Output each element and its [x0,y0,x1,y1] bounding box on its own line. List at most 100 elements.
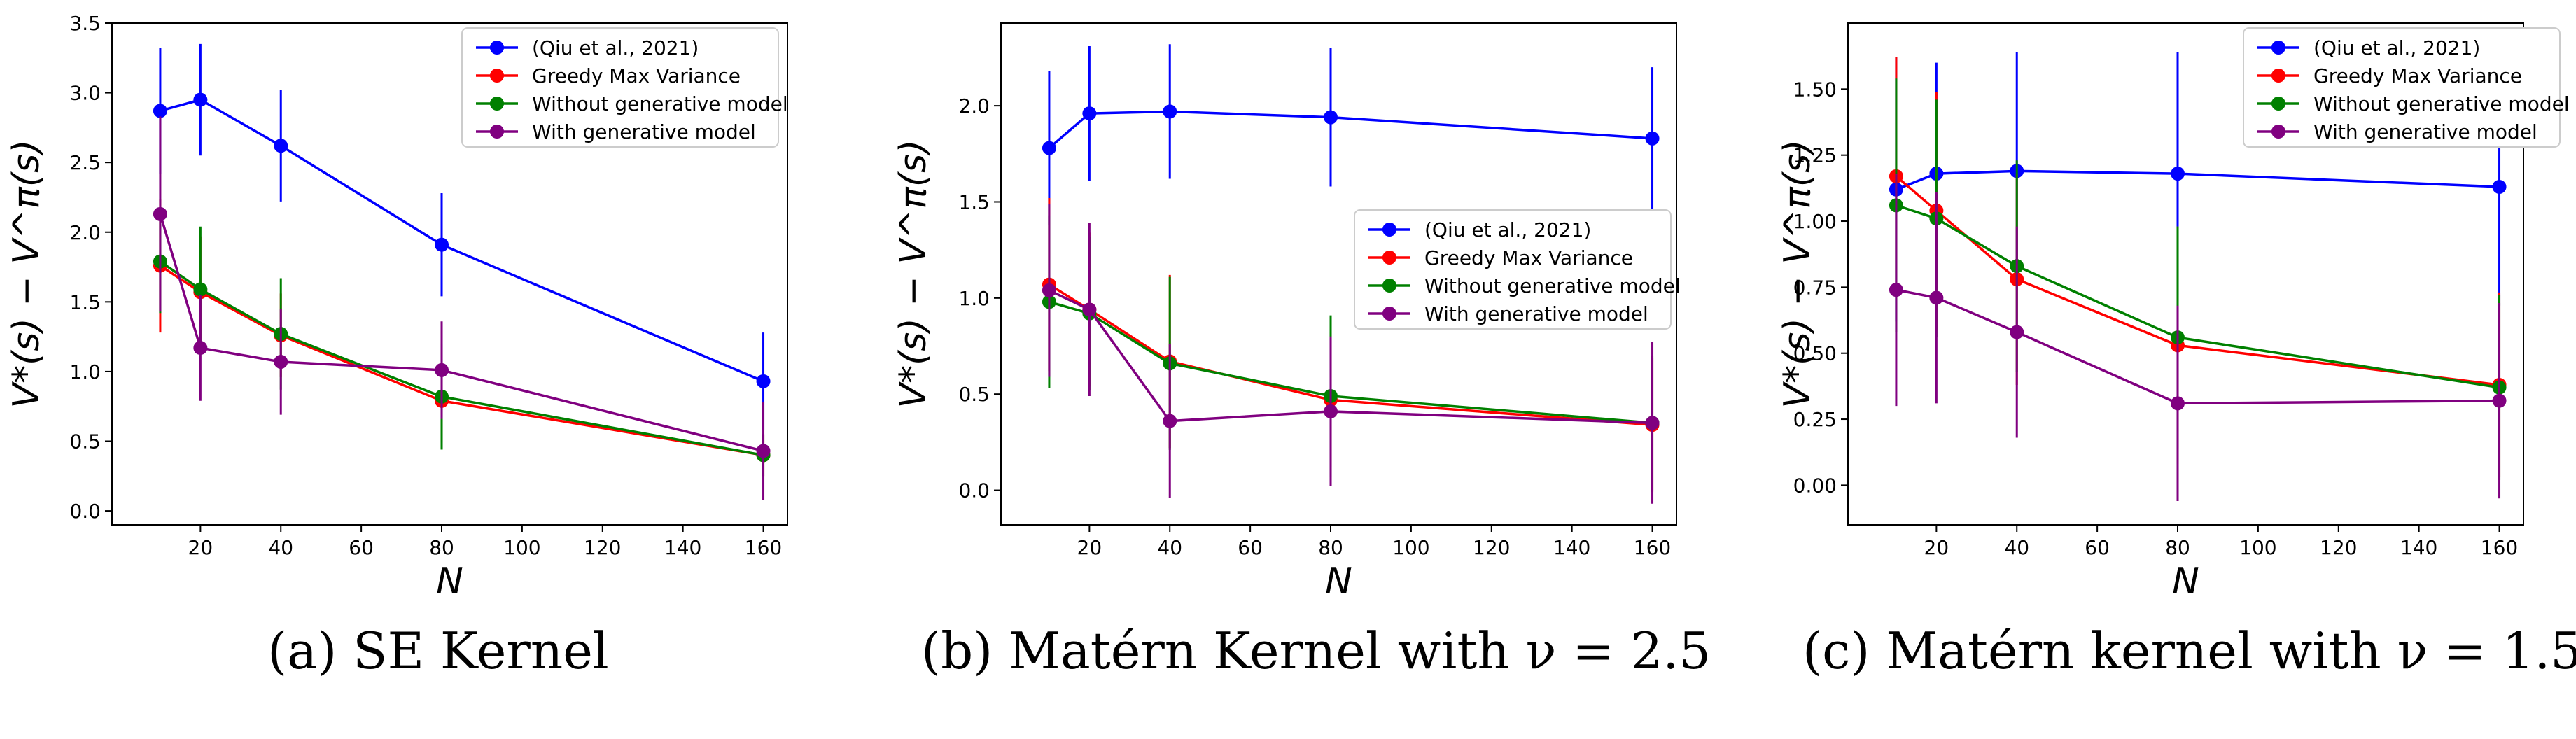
y-tick-label: 0.0 [958,479,990,502]
x-tick-label: 80 [429,536,454,559]
y-tick-label: 0.5 [69,430,101,453]
x-tick-label: 40 [268,536,293,559]
legend-swatch-marker [2272,69,2286,83]
y-tick-label: 0.00 [1793,474,1837,497]
series-with-gen [1042,204,1660,504]
x-tick-label: 40 [1157,536,1182,559]
y-tick-label: 3.5 [69,12,101,35]
data-point [2010,325,2024,339]
legend-swatch-marker [1382,251,1396,265]
data-point [153,206,167,221]
legend-swatch-marker [490,125,504,139]
data-point [2492,393,2507,408]
x-tick-label: 80 [2165,536,2190,559]
y-axis-label: V*(s) − V^π(s) [6,140,48,409]
legend-swatch-marker [490,97,504,111]
legend-frame [2243,27,2561,148]
y-tick-label: 1.5 [69,290,101,314]
caption-c: (c) Matérn kernel with ν = 1.5 [1802,621,2576,680]
y-tick-label: 2.5 [69,151,101,174]
x-tick-label: 60 [1238,536,1263,559]
legend-label: (Qiu et al., 2021) [1424,218,1591,241]
plot-frame [111,22,788,526]
x-tick-label: 20 [1077,536,1102,559]
series-with-gen [153,116,771,500]
data-point [1889,283,1903,297]
data-point [1324,110,1338,125]
x-axis-label: N [2172,561,2199,603]
x-tick-label: 120 [1473,536,1510,559]
legend-label: With generative model [1424,302,1648,325]
legend-swatch-marker [2272,97,2286,111]
series-with-gen [1889,174,2507,502]
plot-frame [1000,22,1677,526]
legend: (Qiu et al., 2021) Greedy Max Variance Wit… [2243,27,2570,148]
y-tick-label: 2.0 [958,94,990,118]
y-tick-label: 1.5 [958,190,990,213]
legend-swatch-marker [2272,41,2286,55]
x-tick-label: 160 [1634,536,1671,559]
x-axis-label: N [436,561,463,603]
data-point [1929,290,1944,305]
data-point [2492,179,2507,194]
x-tick-label: 120 [584,536,621,559]
y-tick-label: 1.00 [1793,210,1837,233]
y-axis-label: V*(s) − V^π(s) [1777,140,1819,409]
data-point [756,444,771,458]
data-point [1645,416,1660,430]
data-point [1163,104,1177,119]
data-point [435,363,449,377]
x-axis-label: N [1325,561,1352,603]
data-point [1082,106,1097,121]
data-point [274,139,288,153]
data-point [1645,131,1660,146]
y-tick-label: 1.25 [1793,144,1837,167]
x-tick-label: 100 [1392,536,1429,559]
x-tick-label: 20 [188,536,214,559]
legend-swatch-marker [1382,223,1396,237]
data-point [153,104,167,118]
panel-matern-2-5: 20 40 60 80 100 120 140 160 0.0 0.5 1.0 1.5 2.0 N V*(s… [892,22,1681,603]
x-tick-label: 160 [745,536,782,559]
x-tick-label: 60 [349,536,374,559]
legend-swatch-marker [490,69,504,83]
x-tick-label: 120 [2320,536,2357,559]
legend-frame [461,27,779,148]
data-point [756,374,771,388]
x-tick-label: 100 [2239,536,2276,559]
y-tick-label: 1.50 [1793,78,1837,101]
legend-label: With generative model [2314,120,2538,143]
legend-label: Without generative model [532,92,788,115]
y-tick-label: 0.0 [69,500,101,523]
data-point [193,341,208,356]
data-point [1042,283,1056,297]
x-tick-label: 140 [1553,536,1590,559]
y-tick-label: 1.0 [69,360,101,383]
legend-label: (Qiu et al., 2021) [532,36,699,59]
legend-swatch-marker [2272,125,2286,139]
legend-swatch-marker [490,41,504,55]
data-point [1163,414,1177,428]
legend-frame [1354,209,1672,330]
x-tick-label: 140 [664,536,701,559]
y-tick-label: 1.0 [958,287,990,310]
legend-label: Greedy Max Variance [1424,246,1633,269]
legend-label: (Qiu et al., 2021) [2314,36,2480,59]
y-tick-label: 0.5 [958,383,990,406]
x-tick-label: 100 [503,536,540,559]
data-point [1082,302,1097,317]
x-tick-label: 140 [2400,536,2437,559]
legend: (Qiu et al., 2021) Greedy Max Variance Wit… [1354,209,1681,330]
legend-swatch-marker [1382,307,1396,321]
data-point [2171,396,2185,411]
y-tick-label: 3.0 [69,82,101,105]
data-point [193,92,208,107]
plot-frame [1847,22,2524,526]
data-point [193,282,208,297]
x-tick-label: 80 [1318,536,1343,559]
y-tick-label: 0.25 [1793,408,1837,431]
y-tick-label: 0.50 [1793,342,1837,365]
x-tick-label: 160 [2481,536,2518,559]
legend-label: Greedy Max Variance [2314,64,2522,87]
y-tick-label: 0.75 [1793,276,1837,299]
